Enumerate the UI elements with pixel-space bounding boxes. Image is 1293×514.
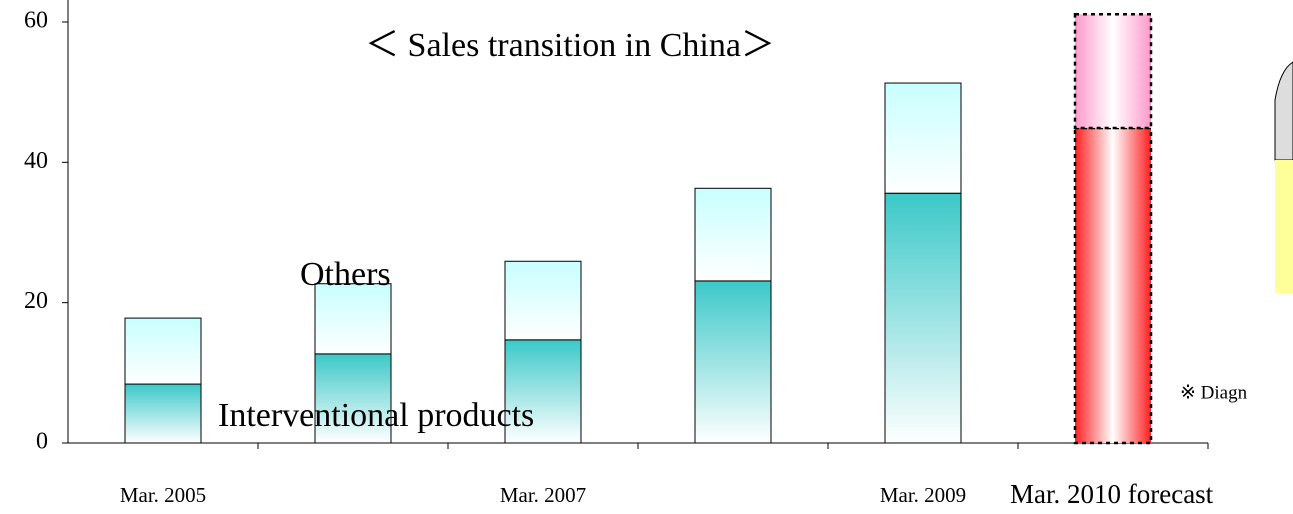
decor-shape bbox=[1275, 160, 1293, 293]
x-tick-label: Mar. 2007 bbox=[500, 483, 586, 507]
bar-segment bbox=[695, 188, 771, 281]
bar-segment bbox=[885, 83, 961, 193]
y-tick-label: 0 bbox=[36, 429, 48, 455]
bar-segment bbox=[1075, 128, 1151, 443]
bar-segment bbox=[125, 318, 201, 384]
bar-segment bbox=[1075, 14, 1151, 128]
x-tick-label: Mar. 2005 bbox=[120, 483, 206, 507]
legend-label: Others bbox=[300, 256, 391, 293]
bar-segment bbox=[125, 384, 201, 443]
x-tick-label: Mar. 2009 bbox=[880, 483, 966, 507]
y-tick-label: 40 bbox=[24, 148, 48, 174]
bar-segment bbox=[695, 281, 771, 443]
bar-segment bbox=[315, 284, 391, 354]
chart: ＜ Sales transition in China＞ ※ Diagn 0 20… bbox=[0, 0, 1293, 514]
bar-segment bbox=[505, 261, 581, 340]
x-tick-label: Mar. 2010 forecast bbox=[1010, 479, 1214, 509]
y-tick-label: 20 bbox=[24, 288, 48, 314]
y-tick-label: 60 bbox=[24, 8, 48, 34]
chart-title: ＜ Sales transition in China＞ bbox=[365, 27, 775, 64]
decor-shape bbox=[1275, 62, 1293, 160]
bar-segment bbox=[885, 193, 961, 443]
note: ※ Diagn bbox=[1180, 382, 1248, 403]
legend-label: Interventional products bbox=[218, 397, 534, 434]
